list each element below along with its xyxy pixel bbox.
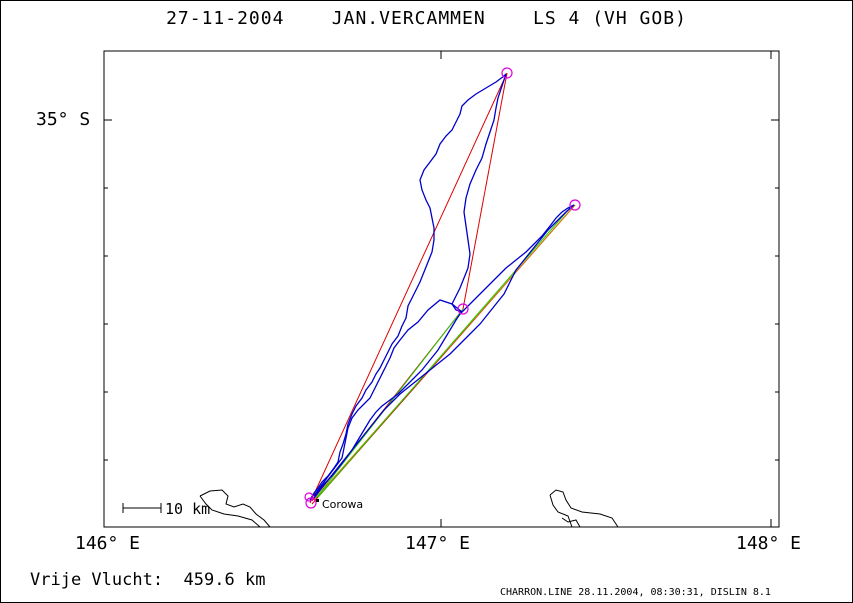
turnpoint-2 [569,199,581,211]
town-marker [316,499,319,502]
place-label-corowa: Corowa [322,498,363,511]
turnpoint-1 [501,67,513,79]
terrain-contours [199,489,619,528]
credit-line: CHARRON.LINE 28.11.2004, 08:30:31, DISLI… [500,587,771,598]
turnpoints [304,67,581,509]
scale-bar-label: 10 km [165,500,210,518]
longitude-label-147e: 147° E [405,533,471,554]
axis-ticks [103,51,779,527]
free-flight-label: Vrije Vlucht: [30,570,164,590]
plot-box [103,50,780,528]
course-leg-7 [317,207,571,498]
course-leg-6 [315,308,464,499]
free-flight-summary: Vrije Vlucht: 459.6 km [30,570,265,590]
flight-title: 27-11-2004 JAN.VERCAMMEN LS 4 (VH GOB) [166,8,687,29]
turnpoint-3 [457,303,469,315]
start-point [305,497,317,509]
longitude-label-148e: 148° E [736,533,802,554]
scale-bar [122,503,162,513]
course-lines [309,72,576,505]
finish-point [304,492,314,502]
longitude-label-146e: 146° E [75,533,141,554]
latitude-label-35s: 35° S [36,109,91,130]
gps-track [309,73,575,501]
course-leg-1 [309,72,508,504]
free-flight-distance: 459.6 km [183,570,266,590]
course-leg-2 [462,72,508,310]
